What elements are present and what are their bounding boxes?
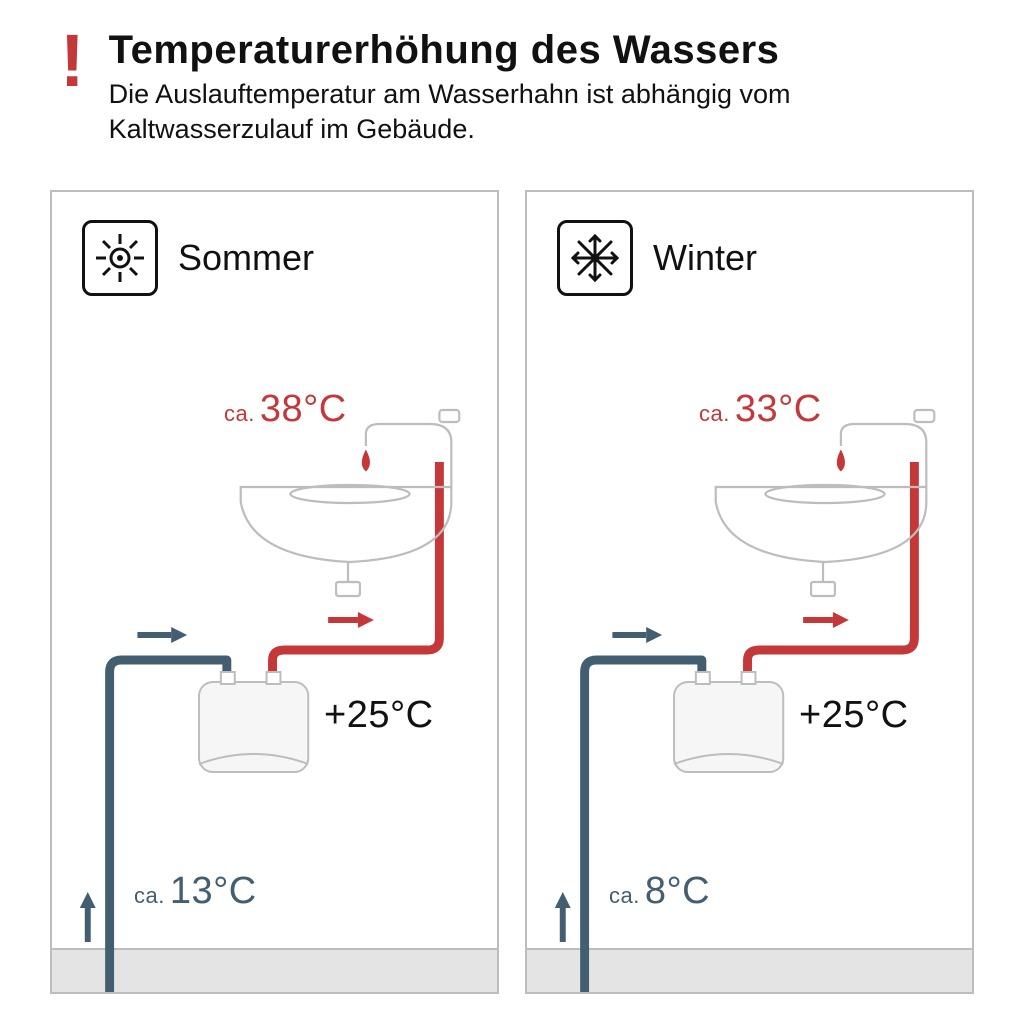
header-text: Temperaturerhöhung des Wassers Die Ausla… <box>109 28 984 147</box>
panels: Sommer <box>50 190 974 994</box>
panel-header-winter: Winter <box>557 220 757 296</box>
header: ! Temperaturerhöhung des Wassers Die Aus… <box>60 28 984 147</box>
diagram-winter: ca. 33°C +25°C ca. 8°C <box>527 372 972 992</box>
subtitle: Die Auslauftemperatur am Wasserhahn ist … <box>109 77 984 147</box>
snow-icon <box>557 220 633 296</box>
outlet-temp-label: ca. 33°C <box>699 388 822 431</box>
inlet-up-arrow-icon <box>555 892 571 942</box>
hot-flow-arrow-icon <box>803 612 849 628</box>
delta-temp-label: +25°C <box>324 694 434 737</box>
delta-temp-label: +25°C <box>799 694 909 737</box>
inlet-temp-label: ca. 8°C <box>609 870 710 913</box>
sink-icon <box>241 410 460 596</box>
panel-title-summer: Sommer <box>178 237 314 279</box>
panel-title-winter: Winter <box>653 237 757 279</box>
cold-flow-arrow-icon <box>612 627 662 643</box>
outlet-temp-label: ca. 38°C <box>224 388 347 431</box>
panel-winter: Winter <box>525 190 974 994</box>
heater-icon <box>674 672 783 772</box>
inlet-temp-label: ca. 13°C <box>134 870 257 913</box>
exclamation-icon: ! <box>60 28 85 95</box>
title: Temperaturerhöhung des Wassers <box>109 28 984 73</box>
sun-icon <box>82 220 158 296</box>
diagram-summer: ca. 38°C +25°C ca. 13°C <box>52 372 497 992</box>
hot-flow-arrow-icon <box>328 612 374 628</box>
panel-summer: Sommer <box>50 190 499 994</box>
heater-icon <box>199 672 308 772</box>
sink-icon <box>716 410 935 596</box>
cold-flow-arrow-icon <box>137 627 187 643</box>
inlet-up-arrow-icon <box>80 892 96 942</box>
panel-header-summer: Sommer <box>82 220 314 296</box>
